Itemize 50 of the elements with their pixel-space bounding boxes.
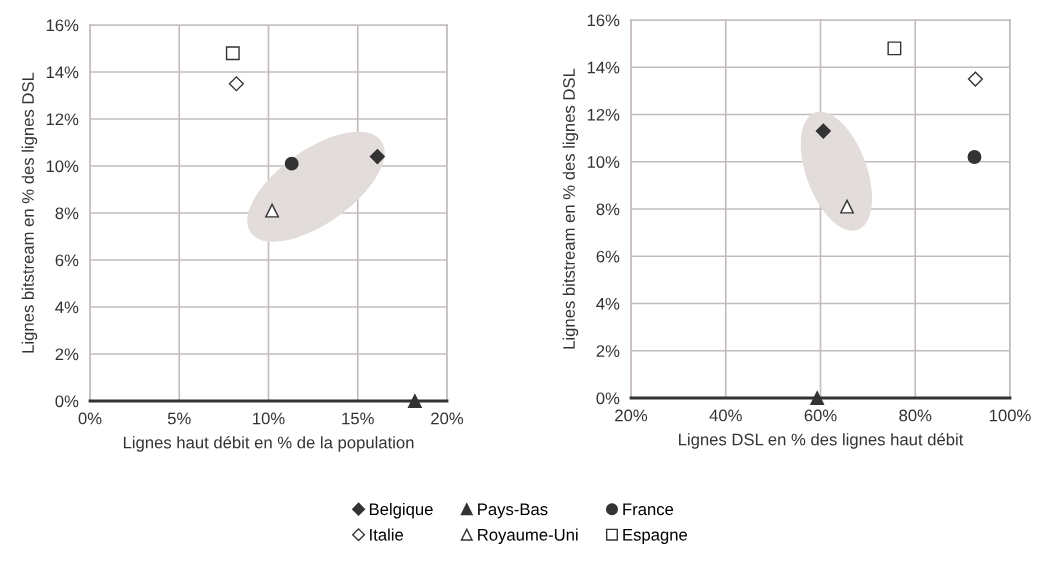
point [225,46,240,61]
y-tick-label: 6% [596,250,620,263]
y-tick-label: 8% [596,203,620,216]
x-tick-label: 60% [804,409,837,422]
y-tick-label: 16% [587,14,620,27]
y-axis-title: Lignes bitstream en % des lignes DSL [21,72,38,353]
y-tick-label: 4% [55,301,79,314]
x-tick-label: 5% [167,412,191,425]
legend-label: Belgique [369,502,433,519]
point [265,203,280,218]
y-tick-label: 0% [596,392,620,405]
x-tick-label: 20% [615,409,648,422]
x-tick-label: 20% [431,412,464,425]
x-tick-label: 15% [342,412,374,425]
x-tick-label: 40% [709,409,742,422]
x-tick-label: 80% [899,409,932,422]
point [810,391,825,405]
y-tick-label: 2% [55,348,79,361]
y-tick-label: 16% [46,19,79,32]
legend-label: Espagne [623,529,688,544]
y-tick-label: 14% [46,66,79,79]
y-tick-label: 4% [596,297,620,310]
x-tick-label: 10% [253,412,285,425]
y-tick-label: 0% [55,395,79,408]
point [967,150,982,164]
point [840,199,854,214]
y-tick-label: 6% [55,254,79,267]
point [228,76,244,92]
point [369,149,385,165]
legend-label: Pays-Bas [478,503,548,519]
x-axis-title: Lignes haut débit en % de la population [123,435,414,452]
legend-label: France [623,503,674,516]
point [887,41,902,56]
legend-label: Royaume-Uni [478,528,578,544]
point [284,156,299,171]
x-axis-title: Lignes DSL en % des lignes haut débit [679,432,964,449]
point [815,123,831,139]
y-tick-label: 12% [46,113,79,126]
y-tick-label: 2% [596,345,620,357]
y-tick-label: 12% [587,108,620,121]
point [407,394,422,408]
y-tick-label: 14% [587,61,620,74]
y-tick-label: 10% [587,156,620,168]
y-tick-label: 8% [55,207,79,220]
point [967,71,983,87]
y-axis-title: Lignes bitstream en % des lignes DSL [562,68,579,349]
x-tick-label: 0% [78,412,102,425]
x-tick-label: 100% [989,409,1031,422]
y-tick-label: 10% [46,160,79,173]
legend-label: Italie [370,528,404,541]
